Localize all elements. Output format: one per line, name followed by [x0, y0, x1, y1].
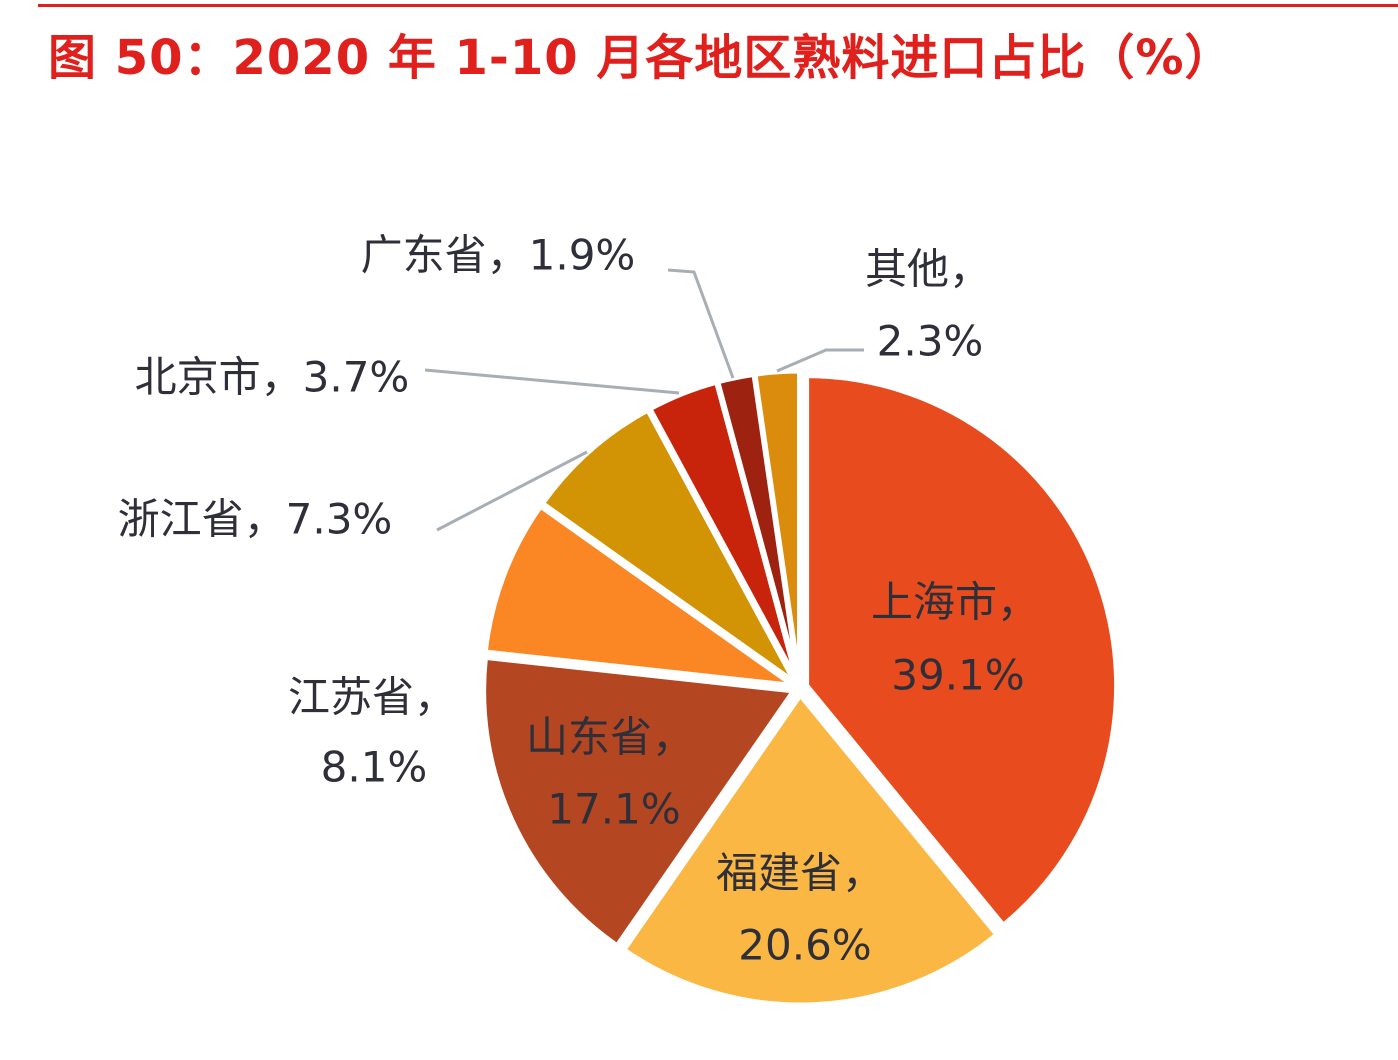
leader-line-7 — [776, 348, 864, 373]
top-rule — [38, 4, 1398, 7]
slice-label-4-0: 浙江省，7.3% — [118, 495, 393, 544]
slice-label-7-1: 2.3% — [877, 317, 984, 366]
slice-label-2-1: 17.1% — [547, 785, 680, 834]
pie-slice-1 — [621, 692, 1000, 1008]
pie-slice-2 — [481, 654, 797, 949]
leader-lines — [424, 268, 864, 532]
slice-label-7-0: 其他， — [865, 245, 991, 294]
leader-line-6 — [667, 268, 735, 379]
slice-label-1-0: 福建省， — [716, 849, 884, 898]
leader-line-5 — [424, 368, 680, 395]
slice-label-0-0: 上海市， — [871, 578, 1039, 627]
slice-label-0-1: 39.1% — [891, 651, 1024, 700]
slice-label-3-1: 8.1% — [321, 743, 428, 792]
slice-label-3-0: 江苏省， — [288, 673, 456, 722]
pie-slice-0 — [804, 373, 1120, 928]
pie-slice-4 — [539, 407, 798, 686]
leader-line-4 — [436, 450, 588, 532]
pie-slice-3 — [482, 503, 796, 689]
slice-label-1-1: 20.6% — [738, 921, 871, 970]
pie-slices — [481, 368, 1120, 1008]
chart-title: 图 50：2020 年 1-10 月各地区熟料进口占比（%） — [48, 30, 1234, 86]
pie-slice-7 — [752, 368, 802, 684]
slice-label-6-0: 广东省，1.9% — [361, 231, 636, 280]
slice-label-5-0: 北京市，3.7% — [135, 353, 410, 402]
slice-label-2-0: 山东省， — [526, 713, 694, 762]
slice-labels: 上海市， 39.1% 福建省， 20.6% 山东省， 17.1% 江苏省， 8.1% 浙江省，7… — [118, 231, 1039, 970]
